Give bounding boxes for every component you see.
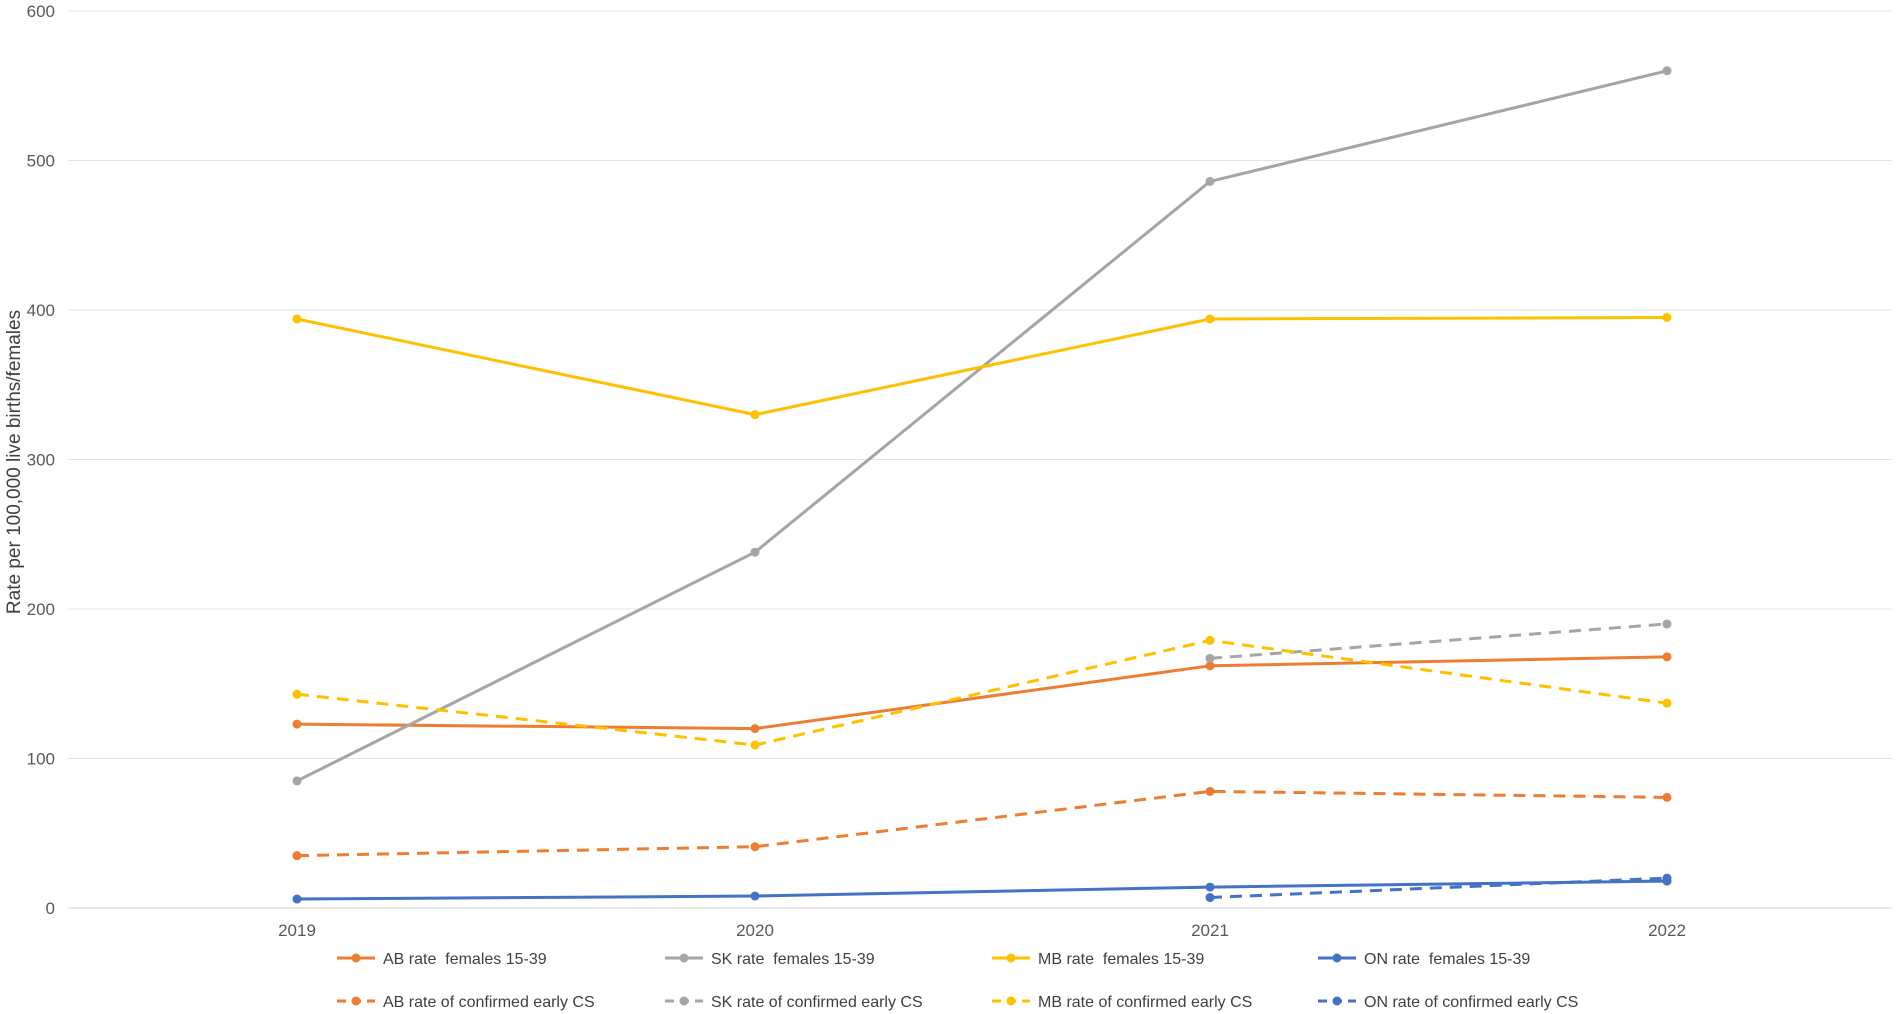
data-point bbox=[750, 724, 760, 734]
data-point bbox=[1662, 652, 1672, 662]
series-6 bbox=[292, 635, 1672, 750]
legend-marker bbox=[351, 953, 361, 963]
series-line bbox=[296, 655, 1668, 731]
legend-label: MB rate of confirmed early CS bbox=[1038, 994, 1252, 1011]
data-point bbox=[292, 894, 302, 904]
legend-label: ON rate females 15-39 bbox=[1364, 951, 1530, 968]
series-lines bbox=[292, 66, 1672, 904]
legend-item: MB rate females 15-39 bbox=[992, 951, 1204, 968]
legend-item: AB rate females 15-39 bbox=[337, 951, 547, 968]
series-line bbox=[296, 879, 1668, 901]
data-point bbox=[750, 410, 760, 420]
data-point bbox=[1205, 653, 1215, 663]
y-tick-label: 200 bbox=[27, 600, 55, 619]
legend-marker bbox=[1006, 953, 1016, 963]
legend-item: AB rate of confirmed early CS bbox=[337, 994, 595, 1011]
y-tick-label: 400 bbox=[27, 301, 55, 320]
series-line bbox=[296, 789, 1668, 858]
series-7 bbox=[1205, 873, 1672, 903]
data-point bbox=[292, 689, 302, 699]
legend-marker bbox=[679, 953, 689, 963]
data-point bbox=[750, 547, 760, 557]
data-point bbox=[1205, 661, 1215, 671]
data-point bbox=[1205, 893, 1215, 903]
legend: AB rate females 15-39 SK rate females 15-… bbox=[337, 951, 1578, 1011]
data-point bbox=[750, 740, 760, 750]
data-point bbox=[1662, 698, 1672, 708]
data-point bbox=[1205, 882, 1215, 892]
legend-marker bbox=[1332, 953, 1342, 963]
legend-item: MB rate of confirmed early CS bbox=[992, 994, 1252, 1011]
series-0 bbox=[292, 652, 1672, 734]
legend-item: SK rate females 15-39 bbox=[665, 951, 875, 968]
x-axis-tick-labels: 2019 2020 2021 2022 bbox=[278, 921, 1686, 940]
legend-label: SK rate females 15-39 bbox=[711, 951, 875, 968]
series-line bbox=[296, 315, 1668, 417]
legend-item: SK rate of confirmed early CS bbox=[665, 994, 923, 1011]
series-line bbox=[296, 638, 1668, 747]
data-point bbox=[1662, 873, 1672, 883]
legend-item: ON rate of confirmed early CS bbox=[1318, 994, 1578, 1011]
legend-marker bbox=[679, 996, 689, 1006]
y-tick-label: 300 bbox=[27, 451, 55, 470]
data-point bbox=[1662, 792, 1672, 802]
legend-marker bbox=[1006, 996, 1016, 1006]
data-point bbox=[292, 719, 302, 729]
series-4 bbox=[292, 786, 1672, 861]
legend-label: AB rate females 15-39 bbox=[383, 951, 547, 968]
data-point bbox=[1662, 312, 1672, 322]
data-point bbox=[1205, 635, 1215, 645]
y-tick-label: 0 bbox=[46, 899, 55, 918]
data-point bbox=[1205, 176, 1215, 186]
series-line bbox=[1209, 622, 1668, 660]
series-line bbox=[1209, 876, 1668, 900]
y-axis-tick-labels: 0 100 200 300 400 500 600 bbox=[27, 2, 55, 918]
data-point bbox=[292, 776, 302, 786]
gridlines bbox=[68, 10, 1892, 909]
legend-marker bbox=[351, 996, 361, 1006]
legend-marker bbox=[1332, 996, 1342, 1006]
y-tick-label: 100 bbox=[27, 750, 55, 769]
legend-label: SK rate of confirmed early CS bbox=[711, 994, 923, 1011]
x-tick-label: 2020 bbox=[736, 921, 774, 940]
y-tick-label: 600 bbox=[27, 2, 55, 21]
data-point bbox=[1662, 619, 1672, 629]
legend-label: ON rate of confirmed early CS bbox=[1364, 994, 1578, 1011]
legend-label: AB rate of confirmed early CS bbox=[383, 994, 595, 1011]
series-2 bbox=[292, 312, 1672, 420]
x-tick-label: 2022 bbox=[1648, 921, 1686, 940]
legend-label: MB rate females 15-39 bbox=[1038, 951, 1204, 968]
data-point bbox=[292, 314, 302, 324]
y-axis-title: Rate per 100,000 live births/females bbox=[4, 310, 25, 614]
data-point bbox=[750, 891, 760, 901]
series-3 bbox=[292, 876, 1672, 904]
x-tick-label: 2019 bbox=[278, 921, 316, 940]
series-1 bbox=[292, 66, 1672, 786]
x-tick-label: 2021 bbox=[1191, 921, 1229, 940]
data-point bbox=[1205, 314, 1215, 324]
series-5 bbox=[1205, 619, 1672, 663]
data-point bbox=[292, 851, 302, 861]
legend-item: ON rate females 15-39 bbox=[1318, 951, 1530, 968]
data-point bbox=[1205, 786, 1215, 796]
data-point bbox=[1662, 66, 1672, 76]
data-point bbox=[750, 842, 760, 852]
y-tick-label: 500 bbox=[27, 152, 55, 171]
